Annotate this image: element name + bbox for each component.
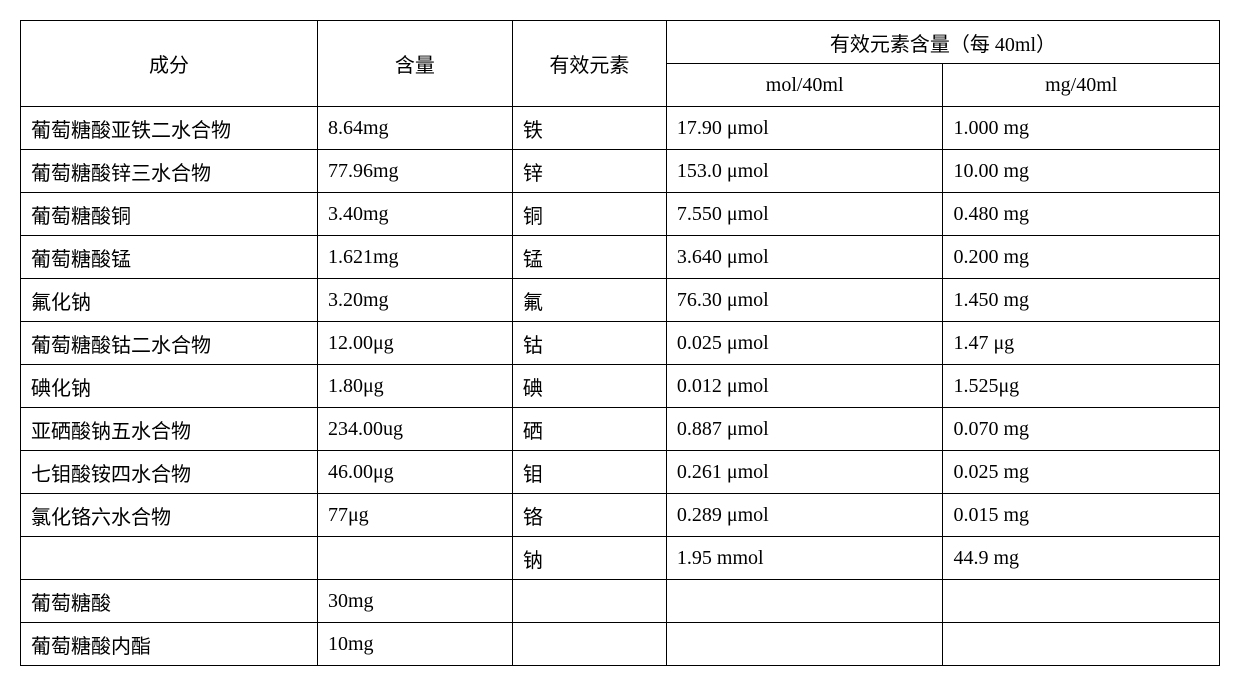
cell-mg: 1.47 μg — [943, 322, 1220, 365]
cell-mol: 76.30 μmol — [666, 279, 943, 322]
cell-mol — [666, 580, 943, 623]
header-ingredient: 成分 — [21, 21, 318, 107]
cell-mg: 1.450 mg — [943, 279, 1220, 322]
cell-content: 3.20mg — [317, 279, 512, 322]
cell-ingredient: 葡萄糖酸锌三水合物 — [21, 150, 318, 193]
cell-content: 3.40mg — [317, 193, 512, 236]
cell-content: 12.00μg — [317, 322, 512, 365]
table-row: 七钼酸铵四水合物 46.00μg 钼 0.261 μmol 0.025 mg — [21, 451, 1220, 494]
table-row: 碘化钠 1.80μg 碘 0.012 μmol 1.525μg — [21, 365, 1220, 408]
cell-element: 氟 — [512, 279, 666, 322]
cell-content: 1.80μg — [317, 365, 512, 408]
cell-ingredient: 氯化铬六水合物 — [21, 494, 318, 537]
header-effective-content: 有效元素含量（每 40ml） — [666, 21, 1219, 64]
cell-element: 铁 — [512, 107, 666, 150]
cell-mol: 0.289 μmol — [666, 494, 943, 537]
cell-ingredient: 氟化钠 — [21, 279, 318, 322]
table-row: 葡萄糖酸 30mg — [21, 580, 1220, 623]
cell-content: 234.00ug — [317, 408, 512, 451]
cell-ingredient: 葡萄糖酸亚铁二水合物 — [21, 107, 318, 150]
table-row: 葡萄糖酸亚铁二水合物 8.64mg 铁 17.90 μmol 1.000 mg — [21, 107, 1220, 150]
cell-ingredient — [21, 537, 318, 580]
table-row: 葡萄糖酸锰 1.621mg 锰 3.640 μmol 0.200 mg — [21, 236, 1220, 279]
composition-table: 成分 含量 有效元素 有效元素含量（每 40ml） mol/40ml mg/40… — [20, 20, 1220, 666]
header-element: 有效元素 — [512, 21, 666, 107]
cell-ingredient: 七钼酸铵四水合物 — [21, 451, 318, 494]
cell-mol: 0.887 μmol — [666, 408, 943, 451]
cell-mg — [943, 623, 1220, 666]
cell-element: 碘 — [512, 365, 666, 408]
cell-content — [317, 537, 512, 580]
table-row: 钠 1.95 mmol 44.9 mg — [21, 537, 1220, 580]
cell-element: 硒 — [512, 408, 666, 451]
cell-content: 1.621mg — [317, 236, 512, 279]
header-row-1: 成分 含量 有效元素 有效元素含量（每 40ml） — [21, 21, 1220, 64]
cell-mol: 1.95 mmol — [666, 537, 943, 580]
cell-mol: 17.90 μmol — [666, 107, 943, 150]
table-body: 葡萄糖酸亚铁二水合物 8.64mg 铁 17.90 μmol 1.000 mg … — [21, 107, 1220, 666]
cell-mol: 3.640 μmol — [666, 236, 943, 279]
cell-mg: 0.025 mg — [943, 451, 1220, 494]
cell-content: 30mg — [317, 580, 512, 623]
header-mol-unit: mol/40ml — [666, 64, 943, 107]
cell-ingredient: 葡萄糖酸锰 — [21, 236, 318, 279]
cell-ingredient: 葡萄糖酸内酯 — [21, 623, 318, 666]
cell-content: 77μg — [317, 494, 512, 537]
cell-element: 锌 — [512, 150, 666, 193]
cell-mol — [666, 623, 943, 666]
cell-element: 钼 — [512, 451, 666, 494]
cell-mg: 0.070 mg — [943, 408, 1220, 451]
table-row: 葡萄糖酸铜 3.40mg 铜 7.550 μmol 0.480 mg — [21, 193, 1220, 236]
cell-element: 铬 — [512, 494, 666, 537]
table-row: 亚硒酸钠五水合物 234.00ug 硒 0.887 μmol 0.070 mg — [21, 408, 1220, 451]
cell-content: 10mg — [317, 623, 512, 666]
table-row: 氟化钠 3.20mg 氟 76.30 μmol 1.450 mg — [21, 279, 1220, 322]
cell-element: 锰 — [512, 236, 666, 279]
table-row: 葡萄糖酸锌三水合物 77.96mg 锌 153.0 μmol 10.00 mg — [21, 150, 1220, 193]
cell-content: 77.96mg — [317, 150, 512, 193]
cell-mol: 153.0 μmol — [666, 150, 943, 193]
cell-mg: 44.9 mg — [943, 537, 1220, 580]
cell-element: 钠 — [512, 537, 666, 580]
cell-mg: 0.015 mg — [943, 494, 1220, 537]
cell-ingredient: 葡萄糖酸铜 — [21, 193, 318, 236]
cell-mg — [943, 580, 1220, 623]
cell-ingredient: 葡萄糖酸钴二水合物 — [21, 322, 318, 365]
cell-element: 铜 — [512, 193, 666, 236]
header-mg-unit: mg/40ml — [943, 64, 1220, 107]
cell-element: 钴 — [512, 322, 666, 365]
cell-mg: 10.00 mg — [943, 150, 1220, 193]
cell-mol: 0.012 μmol — [666, 365, 943, 408]
cell-ingredient: 亚硒酸钠五水合物 — [21, 408, 318, 451]
cell-mol: 0.261 μmol — [666, 451, 943, 494]
cell-mg: 0.200 mg — [943, 236, 1220, 279]
cell-ingredient: 葡萄糖酸 — [21, 580, 318, 623]
cell-content: 46.00μg — [317, 451, 512, 494]
cell-element — [512, 623, 666, 666]
cell-mg: 1.000 mg — [943, 107, 1220, 150]
header-content: 含量 — [317, 21, 512, 107]
cell-mol: 7.550 μmol — [666, 193, 943, 236]
cell-mg: 0.480 mg — [943, 193, 1220, 236]
table-row: 葡萄糖酸内酯 10mg — [21, 623, 1220, 666]
cell-content: 8.64mg — [317, 107, 512, 150]
table-row: 葡萄糖酸钴二水合物 12.00μg 钴 0.025 μmol 1.47 μg — [21, 322, 1220, 365]
table-row: 氯化铬六水合物 77μg 铬 0.289 μmol 0.015 mg — [21, 494, 1220, 537]
cell-mg: 1.525μg — [943, 365, 1220, 408]
cell-ingredient: 碘化钠 — [21, 365, 318, 408]
cell-element — [512, 580, 666, 623]
cell-mol: 0.025 μmol — [666, 322, 943, 365]
